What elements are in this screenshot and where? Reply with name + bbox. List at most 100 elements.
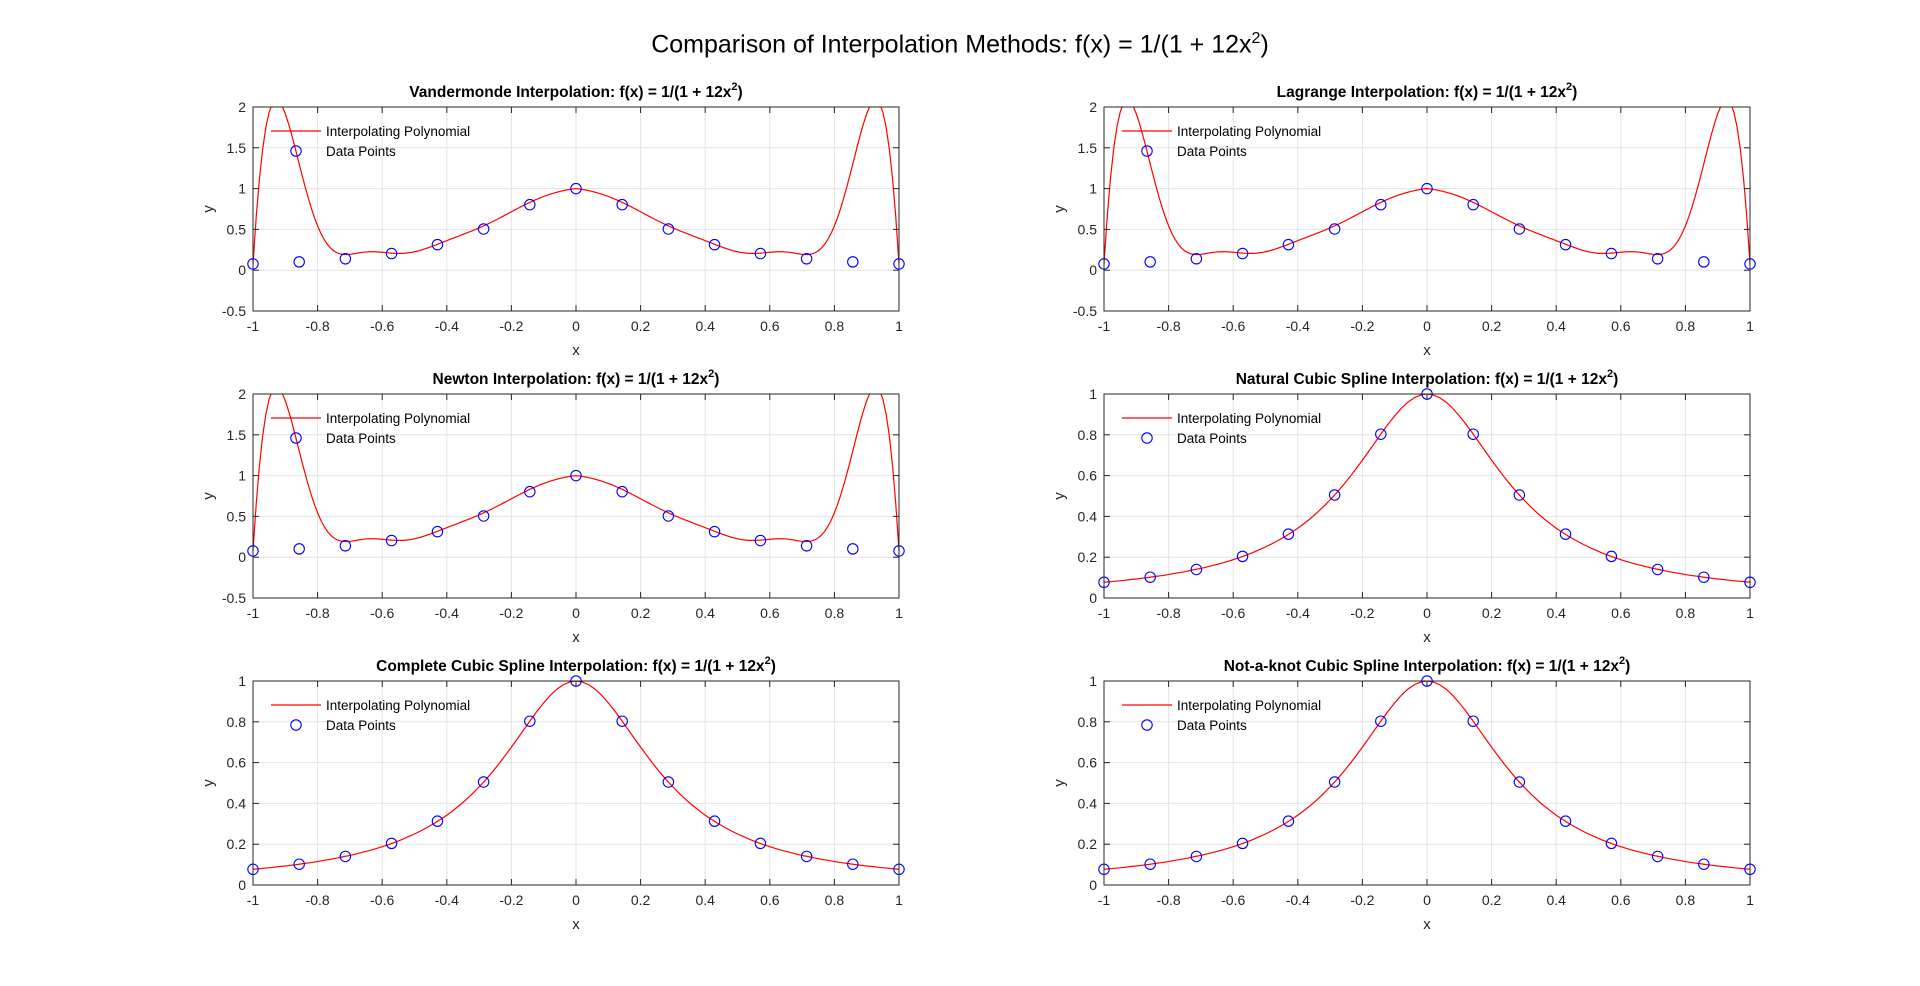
y-axis-label: y — [1051, 492, 1068, 500]
y-tick-label: 1 — [238, 673, 246, 689]
data-point — [1328, 489, 1341, 501]
y-tick-label: 0.6 — [227, 755, 247, 771]
x-tick-label: -0.4 — [1286, 318, 1310, 334]
series-group — [253, 394, 899, 551]
data-point — [1467, 198, 1479, 211]
plot-title-text: Complete Cubic Spline Interpolation: f(x… — [376, 658, 765, 675]
plot-title: Lagrange Interpolation: f(x) = 1/(1 + 12… — [1277, 81, 1578, 101]
series-line-interpolating-polynomial — [253, 107, 899, 264]
data-point — [1651, 850, 1664, 863]
data-point — [1328, 223, 1341, 235]
series-line-interpolating-polynomial — [253, 681, 899, 870]
y-tick-label: 0.4 — [1078, 795, 1098, 811]
data-point — [385, 247, 398, 260]
plot-title-close: ) — [1572, 84, 1577, 101]
plot-natural-spline: -1 -0.8 -0.6 -0.4 -0.2 0 0.2 0.4 0.6 0.8 1 0 0.2 0.4 0… — [1051, 368, 1756, 646]
data-point — [1328, 776, 1341, 788]
data-point — [477, 223, 490, 235]
x-axis-label: x — [572, 916, 580, 933]
y-tick-label: 0.2 — [1078, 549, 1098, 565]
data-point — [339, 850, 352, 863]
data-point — [1236, 837, 1249, 850]
data-point — [1375, 198, 1387, 211]
y-tick-label: 0.8 — [227, 714, 247, 730]
y-tick-label: 0.5 — [1078, 221, 1098, 237]
x-tick-label: -1 — [247, 892, 260, 908]
figure-title: Comparison of Interpolation Methods: f(x… — [0, 30, 1920, 59]
figure-title-exponent: 2 — [1251, 30, 1261, 47]
data-point — [708, 815, 721, 827]
x-axis-label: x — [1423, 916, 1431, 933]
x-axis-label: x — [572, 342, 580, 359]
y-tick-label: 0 — [1089, 262, 1097, 278]
data-point — [1513, 489, 1526, 501]
series-group — [253, 681, 899, 870]
x-tick-label: -0.8 — [306, 892, 330, 908]
data-point — [1190, 563, 1203, 576]
legend: Interpolating Polynomial Data Points — [1122, 698, 1321, 733]
y-tick-label: 0.4 — [227, 795, 247, 811]
x-tick-label: 0 — [1423, 318, 1431, 334]
data-point — [1144, 256, 1156, 268]
series-line-interpolating-polynomial — [1104, 681, 1750, 870]
y-tick-label: 1 — [238, 468, 246, 484]
y-tick-label: 1 — [238, 181, 246, 197]
x-tick-label: 0.6 — [1611, 318, 1631, 334]
x-tick-label: 0.2 — [631, 892, 651, 908]
x-tick-label: -0.2 — [1350, 892, 1374, 908]
legend-label-interpolating-polynomial: Interpolating Polynomial — [326, 124, 470, 139]
legend-label-data-points: Data Points — [326, 431, 396, 446]
plot-title-exponent: 2 — [1566, 81, 1572, 93]
y-tick-label: 0.5 — [227, 508, 247, 524]
x-tick-label: -1 — [247, 318, 260, 334]
data-point — [431, 815, 444, 827]
plot-title-text: Not-a-knot Cubic Spline Interpolation: f… — [1224, 658, 1620, 675]
data-point — [847, 256, 859, 268]
data-point — [800, 540, 813, 552]
x-tick-label: 0.8 — [825, 318, 845, 334]
legend-label-data-points: Data Points — [326, 718, 396, 733]
figure-title-text: Comparison of Interpolation Methods: f(x… — [651, 30, 1252, 59]
data-point — [1651, 253, 1664, 265]
x-tick-label: 0.8 — [825, 605, 845, 621]
x-tick-label: -0.4 — [1286, 605, 1310, 621]
data-point — [616, 715, 628, 727]
x-tick-label: 0 — [572, 892, 580, 908]
data-point — [1698, 256, 1710, 268]
y-tick-label: -0.5 — [222, 590, 246, 606]
data-point — [1651, 563, 1664, 576]
y-axis-label: y — [1051, 779, 1068, 787]
data-point — [1605, 550, 1618, 563]
data-point — [754, 247, 767, 260]
x-tick-label: -0.4 — [435, 605, 459, 621]
data-point — [708, 525, 721, 538]
x-tick-label: -0.4 — [435, 892, 459, 908]
data-point — [431, 525, 444, 538]
legend-label-interpolating-polynomial: Interpolating Polynomial — [1177, 698, 1321, 713]
y-tick-label: 1.5 — [1078, 140, 1098, 156]
data-point — [385, 837, 398, 850]
x-tick-label: 0.2 — [631, 318, 651, 334]
plot-title-exponent: 2 — [1607, 368, 1613, 380]
data-point — [1467, 715, 1479, 727]
x-tick-label: 0.6 — [760, 318, 780, 334]
x-tick-label: -0.8 — [306, 318, 330, 334]
plot-title-text: Newton Interpolation: f(x) = 1/(1 + 12x — [433, 371, 709, 388]
data-point — [431, 238, 444, 251]
legend-label-data-points: Data Points — [1177, 718, 1247, 733]
legend-label-interpolating-polynomial: Interpolating Polynomial — [326, 698, 470, 713]
x-tick-label: 0.4 — [1546, 892, 1566, 908]
y-tick-label: -0.5 — [222, 303, 246, 319]
data-point — [1282, 528, 1295, 540]
x-tick-label: -0.8 — [1157, 605, 1181, 621]
y-tick-label: 0.2 — [1078, 836, 1098, 852]
plot-title: Complete Cubic Spline Interpolation: f(x… — [376, 655, 776, 675]
x-tick-label: -0.2 — [1350, 605, 1374, 621]
y-tick-label: 0 — [238, 877, 246, 893]
plot-title-exponent: 2 — [708, 368, 714, 380]
x-tick-label: 1 — [895, 605, 903, 621]
data-point — [1144, 858, 1156, 870]
plot-vandermonde: -1 -0.8 -0.6 -0.4 -0.2 0 0.2 0.4 0.6 0.8 1 -0.5 0 0.5… — [200, 81, 905, 359]
legend: Interpolating Polynomial Data Points — [271, 124, 470, 159]
